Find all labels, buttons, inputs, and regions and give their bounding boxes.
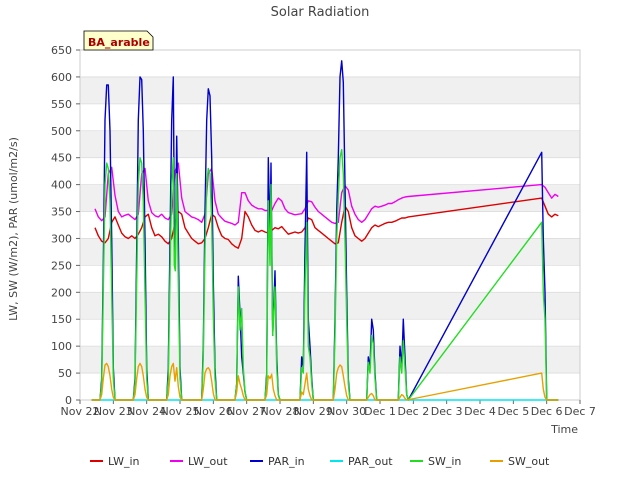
x-tick-label: Nov 30 bbox=[327, 405, 366, 418]
y-tick-label: 100 bbox=[51, 340, 72, 353]
x-tick-label: Dec 3 bbox=[431, 405, 463, 418]
x-tick-label: Nov 25 bbox=[161, 405, 200, 418]
legend-label: SW_out bbox=[508, 455, 550, 468]
x-tick-label: Dec 6 bbox=[531, 405, 563, 418]
series-lines bbox=[91, 60, 559, 401]
site-label-background bbox=[83, 30, 154, 51]
grid-band bbox=[80, 319, 580, 347]
y-tick-label: 650 bbox=[51, 44, 72, 57]
grid-band bbox=[80, 292, 580, 320]
x-tick-label: Dec 4 bbox=[464, 405, 496, 418]
grid-band bbox=[80, 346, 580, 374]
legend-label: PAR_in bbox=[268, 455, 305, 468]
legend: LW_in LW_out PAR_in PAR_out SW_in SW_out bbox=[90, 455, 550, 468]
y-tick-label: 50 bbox=[58, 367, 72, 380]
grid-band bbox=[80, 103, 580, 131]
y-axis: 0 50 100 150 200 250 300 350 400 450 500 550 600 650 bbox=[51, 44, 80, 407]
y-tick-label: 400 bbox=[51, 179, 72, 192]
chart-title: Solar Radiation bbox=[271, 5, 370, 20]
x-tick-label: Dec 1 bbox=[364, 405, 396, 418]
x-tick-label: Dec 5 bbox=[497, 405, 529, 418]
y-axis-label: LW, SW (W/m2), PAR (umol/m2/s) bbox=[7, 137, 20, 321]
x-tick-label: Dec 7 bbox=[564, 405, 596, 418]
x-tick-label: Nov 23 bbox=[94, 405, 133, 418]
x-tick-label: Nov 22 bbox=[61, 405, 100, 418]
x-axis-label: Time bbox=[550, 423, 578, 436]
grid-band bbox=[80, 184, 580, 212]
legend-label: SW_in bbox=[428, 455, 461, 468]
legend-label: LW_out bbox=[188, 455, 228, 468]
y-tick-label: 350 bbox=[51, 206, 72, 219]
grid-band bbox=[80, 76, 580, 104]
series-line-sw-out bbox=[91, 362, 559, 401]
y-tick-label: 200 bbox=[51, 286, 72, 299]
y-tick-label: 150 bbox=[51, 313, 72, 326]
series-line-lw-out bbox=[94, 162, 559, 226]
grid-band bbox=[80, 157, 580, 185]
y-tick-label: 300 bbox=[51, 232, 72, 245]
legend-label: PAR_out bbox=[348, 455, 393, 468]
y-tick-label: 250 bbox=[51, 259, 72, 272]
y-tick-label: 500 bbox=[51, 125, 72, 138]
grid-band bbox=[80, 373, 580, 400]
x-tick-label: Nov 29 bbox=[294, 405, 333, 418]
x-tick-label: Nov 28 bbox=[261, 405, 300, 418]
grid-band bbox=[80, 50, 580, 77]
legend-label: LW_in bbox=[108, 455, 140, 468]
y-tick-label: 450 bbox=[51, 152, 72, 165]
series-line-lw-in bbox=[94, 197, 559, 249]
grid-band bbox=[80, 130, 580, 158]
x-tick-label: Nov 24 bbox=[127, 405, 166, 418]
grid-band bbox=[80, 265, 580, 293]
y-tick-label: 600 bbox=[51, 71, 72, 84]
x-tick-label: Dec 2 bbox=[397, 405, 429, 418]
grid-band bbox=[80, 238, 580, 266]
site-label-box: BA_arable bbox=[83, 30, 154, 51]
site-label: BA_arable bbox=[88, 36, 150, 49]
y-tick-label: 0 bbox=[65, 394, 72, 407]
plot-background-bands bbox=[79, 49, 581, 401]
x-tick-label: Nov 26 bbox=[194, 405, 233, 418]
x-tick-label: Nov 27 bbox=[227, 405, 266, 418]
y-tick-label: 550 bbox=[51, 98, 72, 111]
